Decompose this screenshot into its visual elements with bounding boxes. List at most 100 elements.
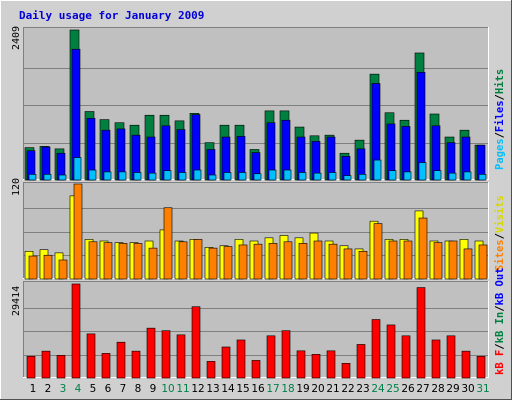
pages-bar bbox=[103, 171, 112, 181]
day-label: 12 bbox=[191, 383, 204, 395]
day-label: 16 bbox=[251, 383, 265, 395]
sites-bar bbox=[103, 242, 113, 280]
kbf-bar bbox=[476, 355, 486, 379]
kbf-bar bbox=[401, 335, 411, 379]
kbf-bar bbox=[86, 333, 96, 379]
sites-bar bbox=[88, 241, 98, 280]
kbytes-panel bbox=[23, 281, 489, 379]
day-label: 26 bbox=[401, 383, 415, 395]
day-label: 31 bbox=[476, 383, 489, 395]
sites-bar bbox=[118, 243, 128, 280]
day-label: 18 bbox=[281, 383, 294, 395]
sites-bar bbox=[193, 239, 203, 280]
kbf-bar bbox=[461, 350, 471, 379]
pages-bar bbox=[28, 174, 37, 181]
day-label: 14 bbox=[221, 383, 235, 395]
kbf-bar bbox=[446, 335, 456, 379]
kbf-bar bbox=[206, 361, 216, 379]
legend-kbf: kB F bbox=[494, 350, 506, 375]
kbf-bar bbox=[26, 355, 36, 379]
day-label: 19 bbox=[296, 383, 309, 395]
pages-bar bbox=[418, 162, 427, 181]
kbf-bar bbox=[356, 344, 366, 379]
sites-bar bbox=[223, 246, 233, 280]
sites-bar bbox=[358, 250, 368, 280]
kbf-bar bbox=[326, 350, 336, 379]
sites-bar bbox=[148, 247, 158, 280]
sites-bar bbox=[418, 217, 428, 280]
kbf-bar bbox=[431, 339, 441, 379]
day-label: 23 bbox=[356, 383, 369, 395]
day-label: 1 bbox=[30, 383, 37, 395]
legend-kbin: kB In bbox=[494, 312, 506, 344]
day-label: 28 bbox=[431, 383, 444, 395]
pages-bar bbox=[433, 170, 442, 181]
legend-files: Files bbox=[494, 100, 506, 132]
bottom-panel-legend: kB F/kB In/kB Out bbox=[494, 268, 506, 376]
day-label: 4 bbox=[75, 383, 82, 395]
top-panel-ymax-label: 2409 bbox=[11, 26, 22, 50]
middle-panel-ymax-label: 120 bbox=[11, 178, 22, 196]
sites-bar bbox=[28, 255, 38, 280]
legend-hits: Hits bbox=[494, 69, 506, 94]
legend-pages: Pages bbox=[494, 138, 506, 170]
pages-bar bbox=[403, 171, 412, 181]
day-label: 10 bbox=[161, 383, 174, 395]
sites-bar bbox=[373, 223, 383, 280]
day-label: 5 bbox=[90, 383, 97, 395]
pages-bar bbox=[373, 159, 382, 181]
kbf-bar bbox=[281, 330, 291, 379]
pages-bar bbox=[238, 172, 247, 181]
day-label: 24 bbox=[371, 383, 385, 395]
day-label: 20 bbox=[311, 383, 324, 395]
kbf-bar bbox=[191, 306, 201, 379]
day-label: 9 bbox=[150, 383, 157, 395]
kbf-bar bbox=[71, 283, 81, 379]
legend-kbout: kB Out bbox=[494, 268, 506, 306]
sites-bar bbox=[388, 240, 398, 280]
pages-bar bbox=[148, 172, 157, 181]
kbf-bar bbox=[116, 341, 126, 379]
sites-bar bbox=[433, 242, 443, 280]
kbf-bar bbox=[161, 330, 171, 379]
day-label: 8 bbox=[135, 383, 142, 395]
pages-bar bbox=[388, 170, 397, 181]
pages-bar bbox=[463, 171, 472, 181]
pages-bar bbox=[253, 173, 262, 181]
kbf-bar bbox=[251, 360, 261, 379]
pages-bar bbox=[88, 169, 97, 181]
kbf-bar bbox=[176, 334, 186, 379]
pages-bar bbox=[208, 174, 217, 181]
pages-bar bbox=[73, 157, 82, 181]
visits-sites-panel bbox=[23, 182, 489, 280]
kbf-bar bbox=[56, 355, 66, 379]
day-label: 11 bbox=[176, 383, 189, 395]
pages-bar bbox=[43, 174, 52, 181]
day-label: 15 bbox=[236, 383, 249, 395]
kbf-bar bbox=[296, 350, 306, 379]
pages-bar bbox=[133, 172, 142, 181]
day-label: 22 bbox=[341, 383, 354, 395]
pages-bar bbox=[313, 172, 322, 181]
sites-bar bbox=[448, 240, 458, 280]
sites-bar bbox=[208, 247, 218, 280]
pages-bar bbox=[448, 172, 457, 181]
kbf-bar bbox=[221, 346, 231, 379]
day-label: 29 bbox=[446, 383, 459, 395]
sites-bar bbox=[403, 240, 413, 280]
day-label: 21 bbox=[326, 383, 339, 395]
sites-bar bbox=[73, 183, 83, 280]
pages-bar bbox=[193, 169, 202, 181]
sites-bar bbox=[478, 244, 488, 280]
sites-bar bbox=[133, 243, 143, 280]
sites-bar bbox=[178, 241, 188, 280]
kbf-bar bbox=[371, 319, 381, 379]
sites-bar bbox=[343, 248, 353, 280]
sites-bar bbox=[268, 243, 278, 280]
top-panel-legend: Pages/Files/Hits bbox=[494, 69, 506, 170]
pages-bar bbox=[268, 169, 277, 181]
pages-bar bbox=[358, 174, 367, 181]
day-label: 7 bbox=[120, 383, 127, 395]
sites-bar bbox=[328, 243, 338, 280]
